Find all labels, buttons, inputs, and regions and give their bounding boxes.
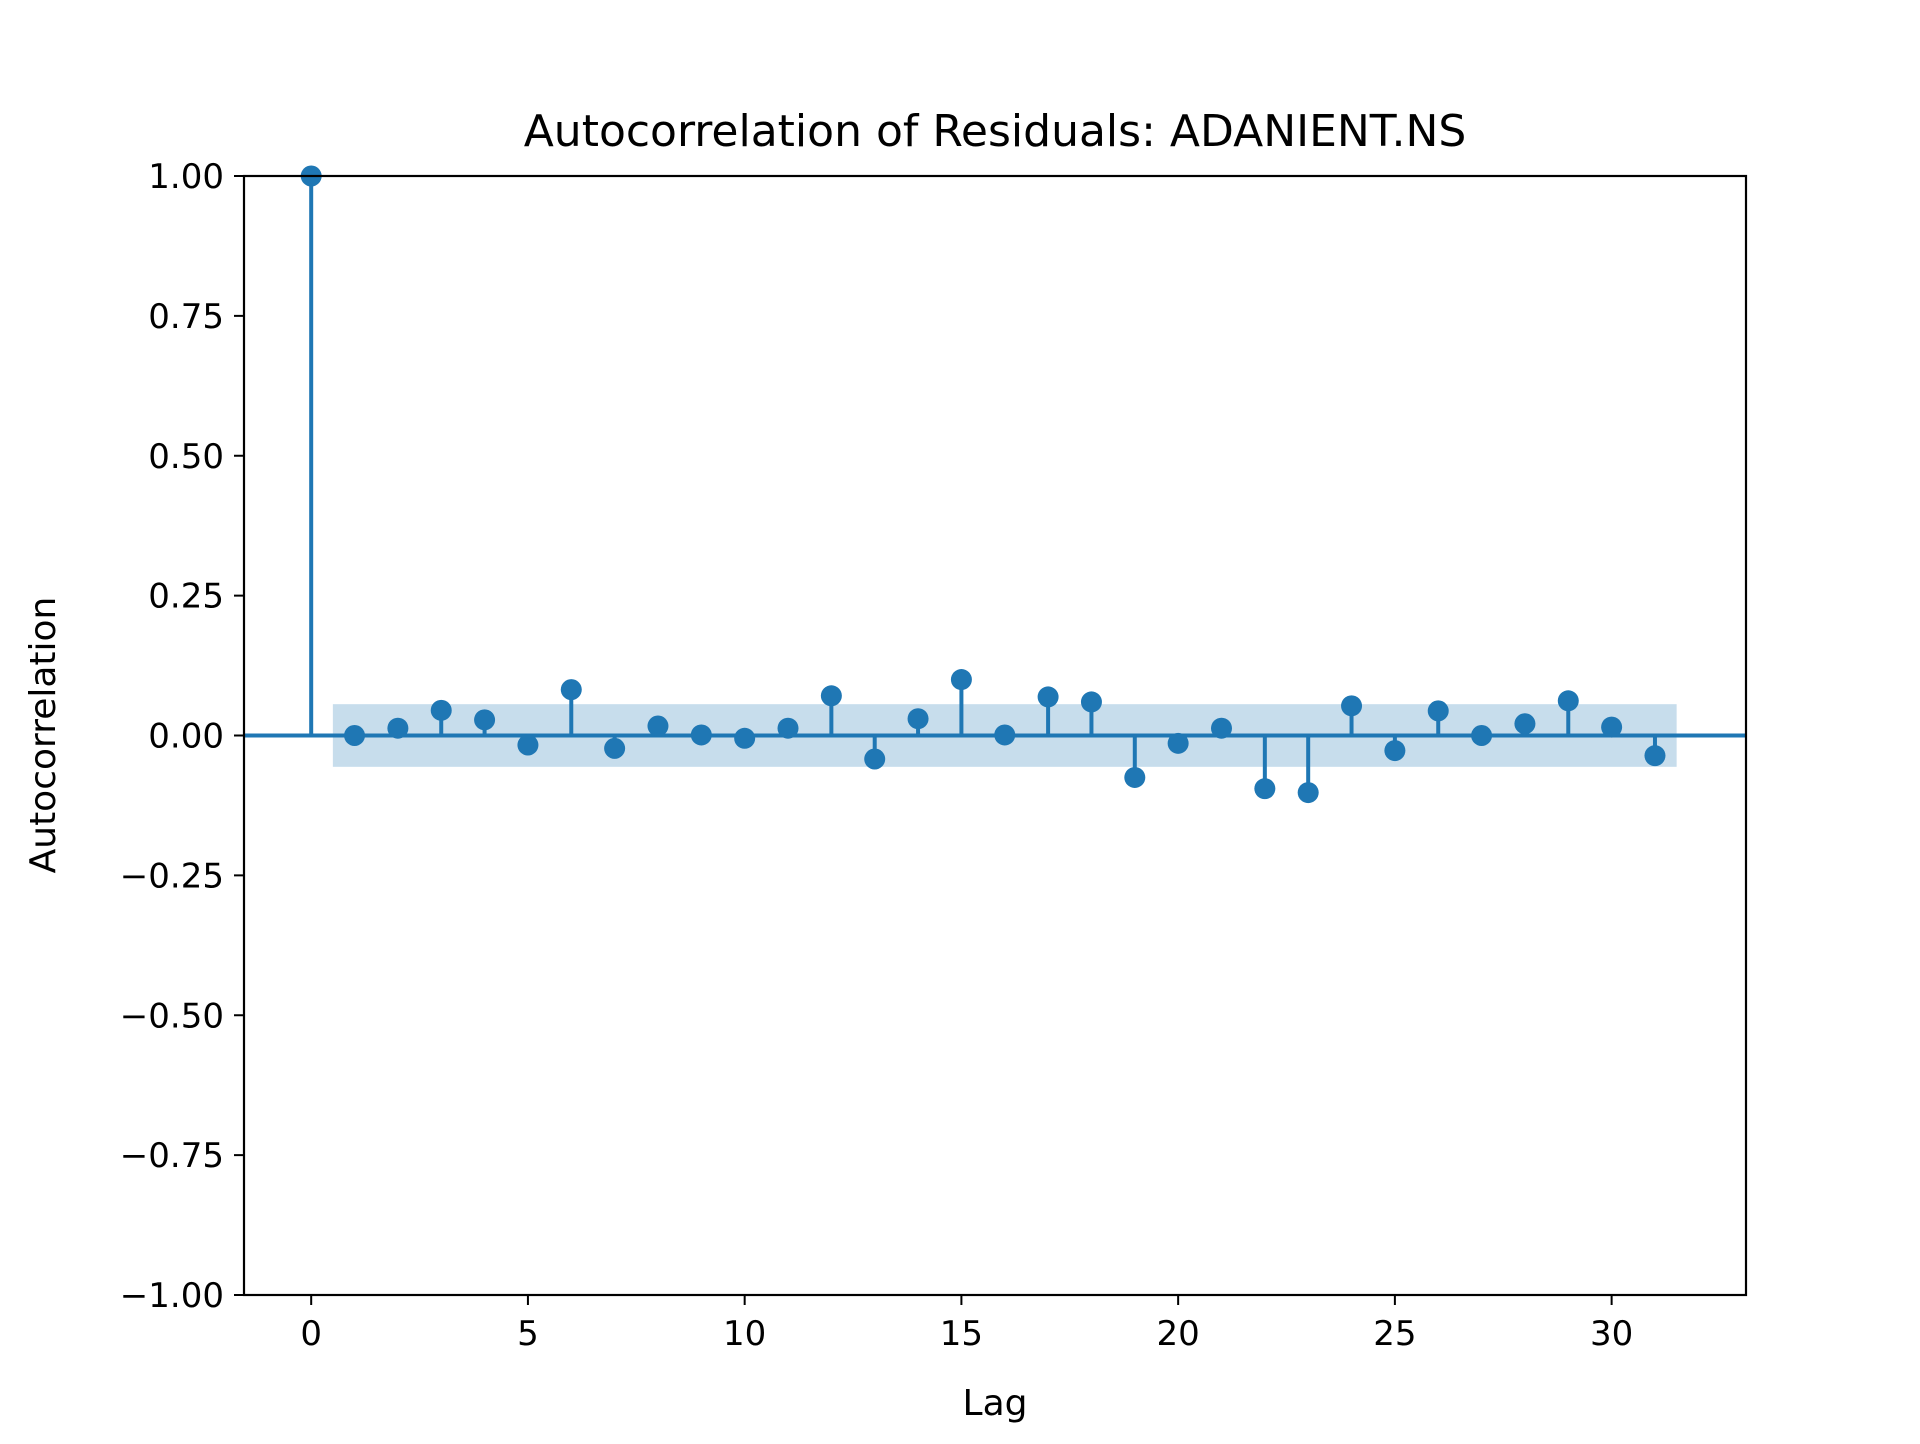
marker-lag-19: [1124, 766, 1146, 788]
y-tick-label: −0.25: [120, 856, 224, 896]
marker-lag-24: [1341, 695, 1363, 717]
y-tick-label: 0.50: [148, 437, 224, 477]
marker-lag-29: [1557, 690, 1579, 712]
marker-lag-1: [344, 725, 366, 746]
marker-lag-9: [690, 724, 712, 746]
marker-lag-22: [1254, 778, 1276, 800]
y-axis-label: Autocorrelation: [23, 597, 64, 874]
y-tick-label: −0.50: [120, 996, 224, 1036]
marker-lag-26: [1427, 700, 1449, 722]
marker-lag-30: [1601, 716, 1623, 738]
marker-lag-28: [1514, 713, 1536, 735]
y-tick-label: 1.00: [148, 157, 224, 197]
y-tick-label: 0.75: [148, 297, 224, 337]
marker-lag-12: [820, 685, 842, 707]
marker-lag-20: [1167, 732, 1189, 754]
x-tick-label: 25: [1373, 1314, 1416, 1354]
marker-lag-11: [777, 717, 799, 739]
marker-lag-23: [1297, 782, 1319, 804]
marker-lag-4: [474, 709, 496, 731]
marker-lag-13: [864, 748, 886, 770]
x-tick-label: 0: [300, 1314, 322, 1354]
y-tick-label: −0.75: [120, 1136, 224, 1176]
marker-lag-10: [734, 727, 756, 749]
marker-lag-27: [1471, 725, 1493, 746]
marker-lag-25: [1384, 740, 1406, 762]
y-tick-label: 0.25: [148, 577, 224, 617]
marker-lag-17: [1037, 686, 1059, 708]
x-axis-label: Lag: [963, 1383, 1028, 1424]
marker-lag-8: [647, 715, 669, 737]
x-tick-label: 10: [723, 1314, 766, 1354]
marker-lag-15: [950, 669, 972, 691]
x-tick-label: 5: [517, 1314, 539, 1354]
marker-lag-21: [1210, 717, 1232, 739]
marker-lag-5: [517, 734, 539, 756]
marker-lag-14: [907, 708, 929, 730]
marker-lag-6: [560, 679, 582, 701]
y-tick-label: −1.00: [120, 1276, 224, 1316]
y-tick-label: 0.00: [148, 717, 224, 757]
marker-lag-3: [430, 699, 452, 721]
marker-lag-16: [994, 724, 1016, 746]
x-tick-label: 30: [1590, 1314, 1633, 1354]
marker-lag-31: [1644, 745, 1666, 767]
x-tick-label: 20: [1157, 1314, 1200, 1354]
marker-lag-7: [604, 737, 626, 759]
marker-lag-18: [1080, 691, 1102, 713]
marker-lag-2: [387, 717, 409, 739]
chart-title: Autocorrelation of Residuals: ADANIENT.N…: [524, 106, 1467, 157]
x-tick-label: 15: [940, 1314, 983, 1354]
